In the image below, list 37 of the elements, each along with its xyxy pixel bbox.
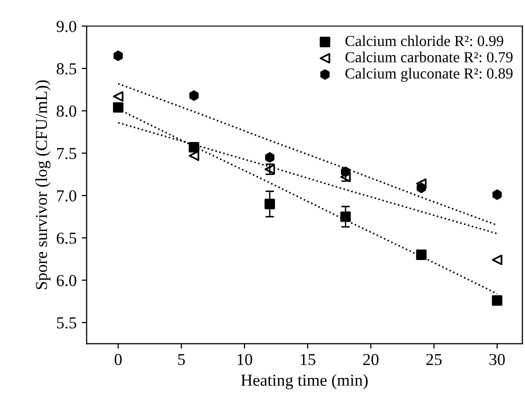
y-tick-label: 8.5	[56, 63, 76, 74]
x-tick-label: 30	[490, 354, 505, 366]
point	[264, 198, 275, 210]
point	[416, 250, 427, 260]
x-tick-label: 5	[178, 354, 185, 366]
x-tick-label: 25	[426, 354, 442, 366]
line-series	[117, 82, 498, 226]
point	[416, 178, 427, 189]
x-axis-title: Heating time (min)	[241, 374, 368, 390]
point	[416, 182, 426, 194]
point	[112, 91, 124, 102]
legend-label: Calcium chloride R²: 0.99	[345, 35, 504, 46]
point	[492, 254, 502, 266]
point	[112, 102, 124, 113]
legend-label: Calcium gluconate R²: 0.89	[345, 68, 513, 82]
x-tick-label: 15	[300, 354, 316, 366]
x-tick-label: 20	[363, 354, 379, 366]
point	[492, 189, 502, 200]
y-tick-label: 6.5	[56, 232, 76, 244]
point	[188, 150, 200, 161]
point	[188, 142, 200, 152]
y-axis-title: Spore survivor (log (CFU/mL))	[35, 80, 51, 290]
point	[189, 90, 199, 101]
y-tick-label: 6.0	[56, 274, 76, 286]
legend-label: Calcium carbonate R²: 0.79	[345, 52, 513, 62]
point	[114, 50, 123, 61]
y-tick-label: 7.0	[57, 190, 76, 202]
point	[340, 166, 350, 178]
point	[265, 152, 274, 163]
y-tick-label: 7.5	[57, 148, 76, 160]
x-tick-label: 0	[114, 354, 122, 366]
y-tick-label: 5.5	[57, 317, 76, 329]
x-tick-label: 10	[238, 354, 252, 366]
y-tick-label: 9.0	[56, 20, 76, 32]
point	[340, 211, 351, 222]
y-tick-label: 8.0	[56, 106, 76, 117]
point	[492, 295, 502, 306]
